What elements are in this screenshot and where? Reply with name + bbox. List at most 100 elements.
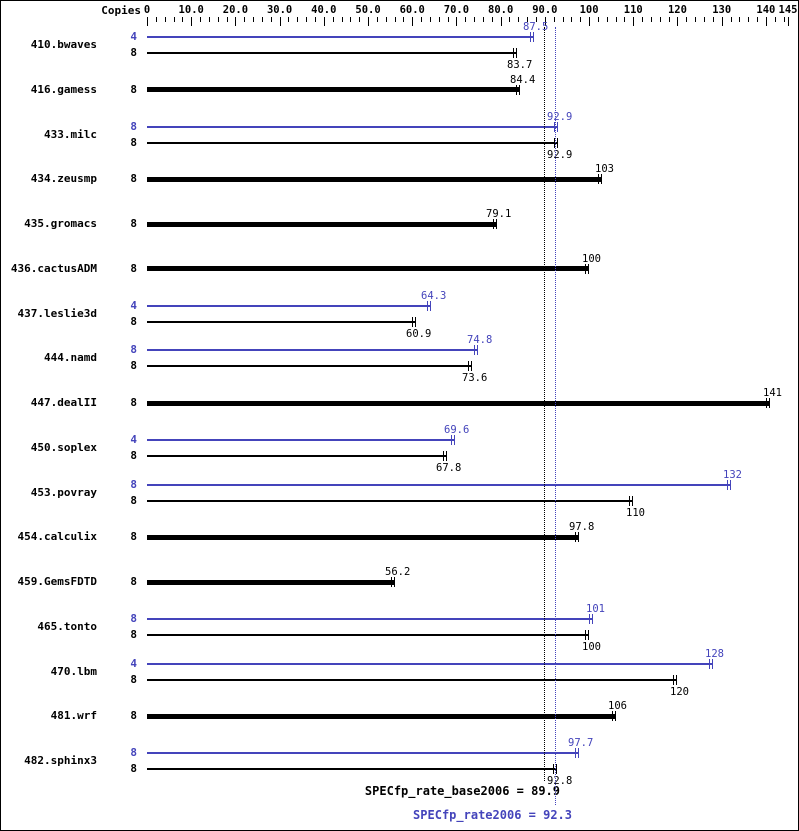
axis-tick-label: 40.0 xyxy=(311,4,337,16)
copies-value: 8 xyxy=(130,448,137,462)
bar-value-label: 100 xyxy=(582,252,601,265)
axis-minor-tick xyxy=(492,17,493,22)
bar-value-label: 84.4 xyxy=(510,73,536,86)
result-bar-base xyxy=(147,142,558,144)
result-bar-peak xyxy=(147,484,731,486)
bar-value-label: 97.7 xyxy=(568,737,594,749)
bar-end-marker xyxy=(598,174,599,185)
footer-peak-mean-label: SPECfp_rate2006 = 92.3 xyxy=(413,808,572,822)
axis-tick-label: 90.0 xyxy=(532,4,558,16)
axis-minor-tick xyxy=(483,17,484,22)
bar-end-marker xyxy=(533,32,534,42)
axis-minor-tick xyxy=(669,17,670,22)
benchmark-name: 437.leslie3d xyxy=(17,306,97,320)
bar-value-label: 141 xyxy=(763,387,782,399)
benchmark-name: 465.tonto xyxy=(37,619,97,633)
axis-minor-tick xyxy=(218,17,219,22)
copies-value: 8 xyxy=(130,314,137,328)
copies-value: 8 xyxy=(130,172,137,186)
bar-end-marker xyxy=(712,658,713,669)
bar-end-marker xyxy=(589,613,590,624)
benchmark-name: 410.bwaves xyxy=(30,38,97,51)
bar-end-marker xyxy=(430,300,431,311)
axis-major-tick xyxy=(589,17,590,26)
axis-minor-tick xyxy=(695,17,696,22)
result-bar-base xyxy=(147,222,497,227)
bar-end-marker xyxy=(513,48,514,58)
bar-value-label: 132 xyxy=(723,468,742,481)
bar-end-marker xyxy=(530,32,531,42)
bar-value-label: 60.9 xyxy=(406,327,432,340)
axis-major-tick xyxy=(545,17,546,26)
axis-minor-tick xyxy=(439,17,440,22)
axis-tick-label: 120 xyxy=(667,4,687,16)
benchmark-name: 434.zeusmp xyxy=(30,172,97,186)
axis-major-tick xyxy=(788,17,789,26)
axis-tick-label: 130 xyxy=(712,4,732,16)
copies-value: 8 xyxy=(130,119,137,133)
axis-major-tick xyxy=(324,17,325,26)
bar-end-marker xyxy=(676,674,677,685)
bar-end-marker xyxy=(709,658,710,669)
axis-minor-tick xyxy=(209,17,210,22)
bar-end-marker xyxy=(554,121,555,132)
axis-minor-tick xyxy=(306,17,307,22)
copies-value: 8 xyxy=(130,343,137,357)
axis-major-tick xyxy=(633,17,634,26)
bar-end-marker xyxy=(443,450,444,461)
bar-end-marker xyxy=(415,316,416,327)
axis-minor-tick xyxy=(253,17,254,22)
result-bar-base xyxy=(147,52,517,54)
footer-base-mean-label: SPECfp_rate_base2006 = 89.9 xyxy=(364,784,560,798)
axis-major-tick xyxy=(722,17,723,26)
benchmark-name: 481.wrf xyxy=(50,709,97,723)
benchmark-name: 435.gromacs xyxy=(24,217,97,230)
result-bar-base xyxy=(147,580,395,585)
axis-minor-tick xyxy=(448,17,449,22)
bar-end-marker xyxy=(516,48,517,58)
bar-end-marker xyxy=(451,434,452,445)
bar-value-label: 74.8 xyxy=(467,334,493,347)
bar-end-marker xyxy=(446,450,447,461)
copies-value: 8 xyxy=(130,709,137,723)
axis-minor-tick xyxy=(580,17,581,22)
result-bar-peak xyxy=(147,305,431,307)
axis-minor-tick xyxy=(607,17,608,22)
bar-end-marker xyxy=(556,764,557,774)
result-bar-base xyxy=(147,500,633,502)
axis-tick-label: 70.0 xyxy=(443,4,470,16)
axis-minor-tick xyxy=(651,17,652,22)
axis-major-tick xyxy=(191,17,192,26)
bar-end-marker xyxy=(578,748,579,758)
benchmark-name: 436.cactusADM xyxy=(10,261,97,275)
axis-minor-tick xyxy=(182,17,183,22)
bar-end-marker xyxy=(769,398,770,408)
axis-tick-label: 0 xyxy=(143,4,151,16)
bar-end-marker xyxy=(629,495,630,506)
axis-major-tick xyxy=(501,17,502,26)
result-bar-base xyxy=(147,714,616,719)
copies-value: 4 xyxy=(130,298,137,312)
result-bar-base xyxy=(147,455,447,457)
axis-major-tick xyxy=(412,17,413,26)
copies-column-header: Copies xyxy=(101,4,141,17)
axis-minor-tick xyxy=(288,17,289,22)
result-bar-base xyxy=(147,177,602,182)
bar-end-marker xyxy=(557,121,558,132)
result-bar-peak xyxy=(147,618,593,620)
bar-value-label: 103 xyxy=(595,163,614,176)
benchmark-name: 454.calculix xyxy=(17,530,97,544)
axis-minor-tick xyxy=(377,17,378,22)
axis-minor-tick xyxy=(704,17,705,22)
bar-value-label: 106 xyxy=(608,700,627,713)
axis-minor-tick xyxy=(244,17,245,22)
benchmark-name: 450.soplex xyxy=(30,440,97,454)
bar-value-label: 92.9 xyxy=(547,148,573,161)
bar-end-marker xyxy=(575,532,576,543)
bar-end-marker xyxy=(730,479,731,490)
axis-minor-tick xyxy=(342,17,343,22)
axis-minor-tick xyxy=(624,17,625,22)
axis-minor-tick xyxy=(200,17,201,22)
axis-minor-tick xyxy=(315,17,316,22)
